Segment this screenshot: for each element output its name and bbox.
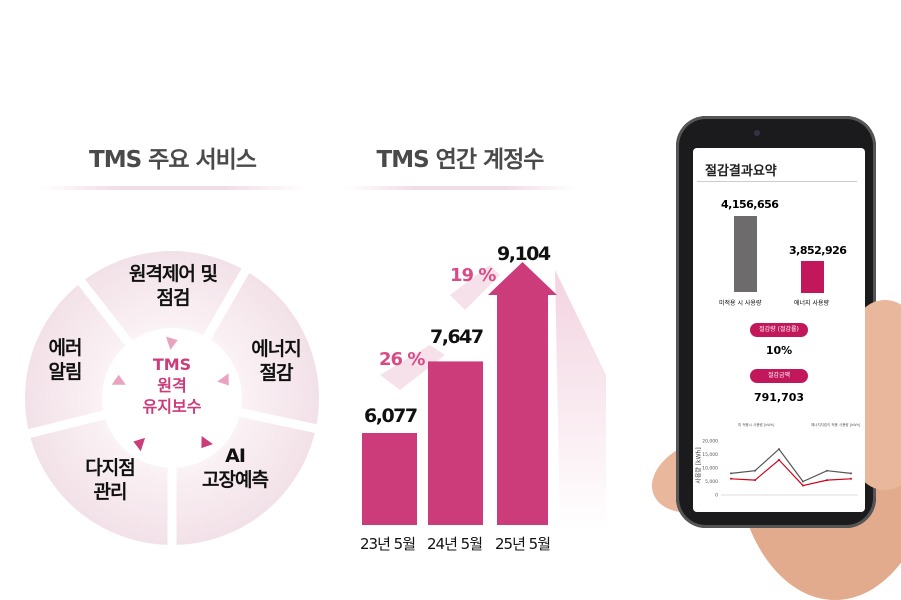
saving-value: 10%	[765, 344, 793, 357]
bar-unapplied	[734, 216, 757, 292]
bar-label-1: 에너지 사용량	[794, 300, 830, 307]
growth-label-0: 26 %	[379, 349, 425, 370]
wheel-center-label: TMS 원격 유지보수	[142, 355, 202, 416]
screen-title: 절감결과요약	[705, 164, 777, 179]
mini-ytick: 15,000	[702, 452, 718, 458]
services-wheel	[25, 251, 319, 547]
segment-remote-control: 원격제어 및 점검	[128, 263, 218, 309]
growth-arrow-0	[380, 345, 445, 390]
mini-ylabel: 사용량 [kWh]	[695, 447, 703, 484]
mini-ytick: 20,000	[702, 439, 718, 445]
mini-series-1	[730, 459, 852, 487]
mini-point	[850, 472, 852, 475]
chart-title: TMS 연간 계정수	[376, 147, 545, 173]
value-label-0: 6,077	[364, 405, 418, 427]
mini-line-chart: 20,000 15,000 10,000 5,000 0	[702, 439, 858, 499]
value-label-2: 9,104	[497, 243, 551, 265]
mini-point	[730, 472, 732, 475]
segment-ai-prediction: AI 고장예측	[202, 445, 269, 491]
mini-point	[730, 477, 732, 480]
mini-point	[778, 458, 780, 461]
mini-point	[754, 479, 756, 482]
bar-label-0: 미적용 시 사용량	[719, 300, 762, 307]
bar-value-1: 3,852,926	[789, 244, 847, 257]
services-underline	[40, 186, 305, 190]
segment-energy-saving: 에너지 절감	[251, 338, 301, 384]
bar-energy	[801, 261, 824, 293]
wheel-center	[102, 328, 242, 468]
saving-badge: 절감량 (절감률)	[750, 323, 808, 337]
mini-ytick: 0	[715, 493, 718, 499]
x-label-2: 25년 5월	[495, 535, 551, 553]
legend-1: 에너지지킴이 적용 사용량 [kWh]	[811, 423, 861, 427]
bar-arrow-head	[488, 261, 557, 295]
camera-icon	[754, 130, 760, 136]
mini-ytick: 5,000	[705, 479, 718, 485]
bar-0	[362, 433, 417, 525]
mini-point	[850, 477, 852, 480]
cycle-arrow-icon	[217, 373, 229, 386]
background-arrow	[555, 270, 606, 530]
amount-badge: 절감금액	[750, 369, 808, 383]
cycle-arrow-icon	[111, 374, 126, 385]
phone-screen: 절감결과요약 4,156,656 미적용 시 사용량 3,852,926 에너지…	[693, 148, 865, 512]
mini-ytick: 10,000	[702, 466, 718, 472]
services-title: TMS 주요 서비스	[89, 147, 257, 173]
segment-multi-site: 다지점 관리	[85, 457, 135, 503]
amount-value: 791,703	[753, 391, 805, 404]
cycle-arrow-icon	[166, 336, 178, 350]
mini-point	[826, 479, 828, 482]
x-label-0: 23년 5월	[360, 535, 416, 553]
chart-underline	[345, 186, 575, 190]
growth-arrow-1	[450, 265, 500, 310]
mini-point	[754, 469, 756, 472]
bar-value-0: 4,156,656	[721, 198, 779, 211]
cycle-arrow-icon	[201, 435, 213, 449]
segment-error-alert: 에러 알림	[48, 337, 83, 383]
legend-0: 미 적용시 사용량 [kWh]	[738, 423, 775, 427]
accounts-chart	[362, 261, 606, 530]
bar-2	[497, 294, 548, 525]
x-label-1: 24년 5월	[427, 535, 483, 553]
mini-point	[826, 469, 828, 472]
mini-point	[778, 448, 780, 451]
screen-divider	[697, 181, 857, 182]
cycle-arrow-icon	[133, 437, 146, 452]
mini-point	[802, 480, 804, 483]
growth-label-1: 19 %	[450, 265, 496, 286]
value-label-1: 7,647	[430, 326, 484, 348]
mini-point	[802, 484, 804, 487]
bar-1	[428, 361, 483, 525]
mini-series-0	[730, 448, 852, 483]
